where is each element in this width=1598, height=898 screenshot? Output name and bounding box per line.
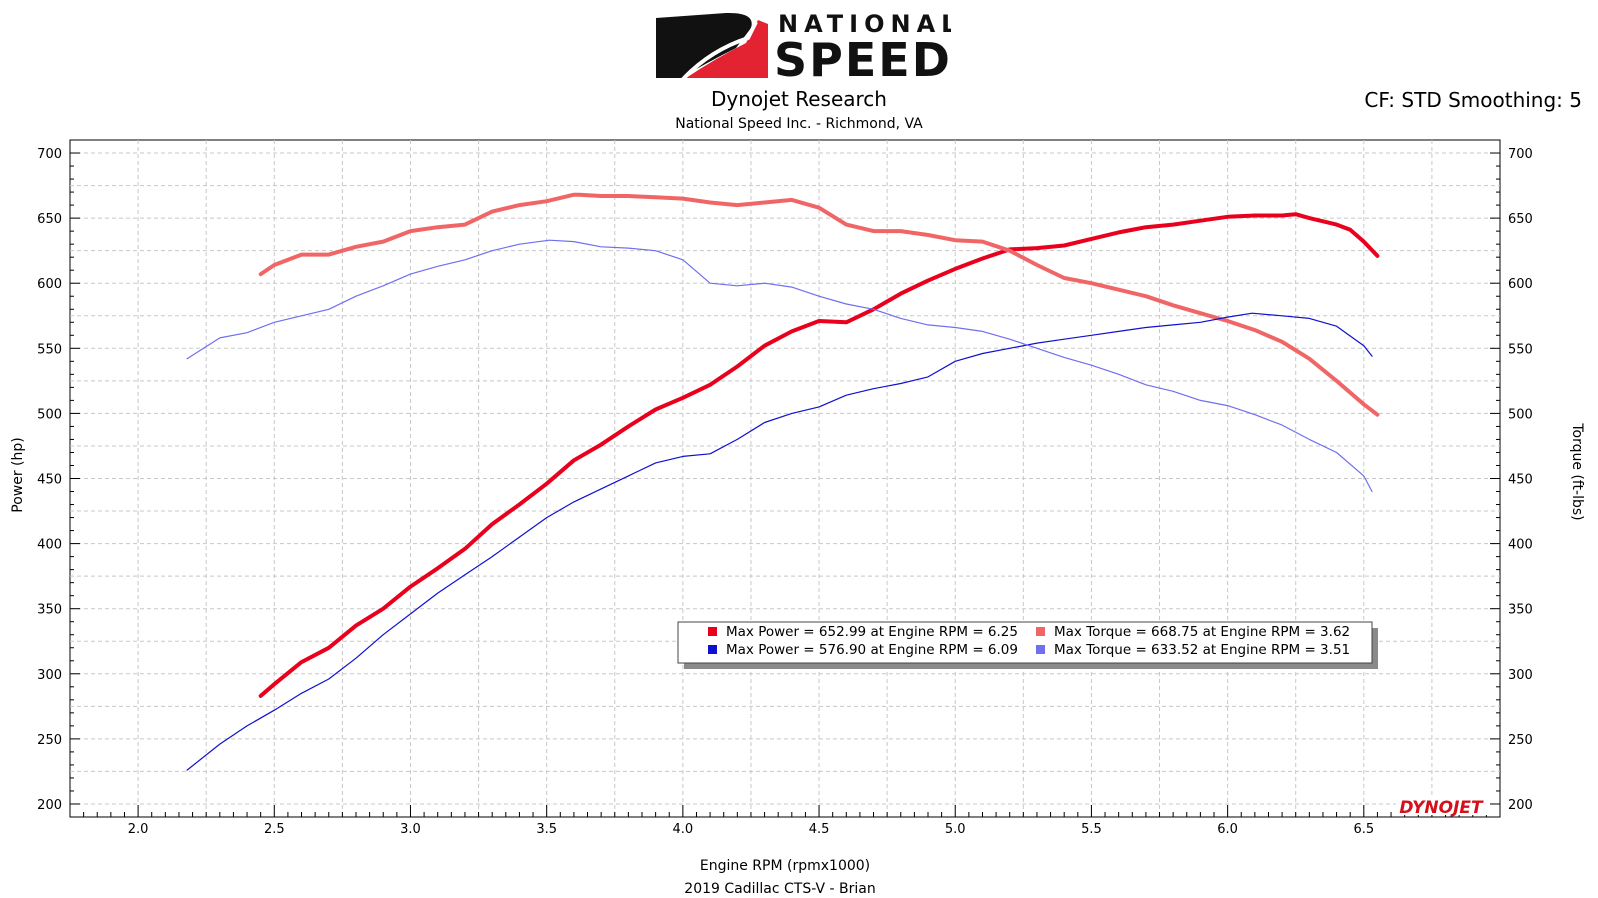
series-line-0 — [258, 212, 1380, 698]
series-lines — [186, 192, 1380, 771]
logo-national-text: NATIONAL — [778, 10, 951, 38]
x-tick-label: 6.0 — [1217, 822, 1238, 837]
x-tick-label: 2.5 — [264, 822, 285, 837]
x-tick-label: 6.5 — [1353, 822, 1374, 837]
y-axis-right: 200 250 300 350 400 450 500 550 600 650 700 — [1490, 147, 1533, 813]
legend-text-1: Max Torque = 668.75 at Engine RPM = 3.62 — [1054, 624, 1350, 640]
legend-swatch-3 — [1036, 645, 1045, 654]
dynojet-watermark: DYNOJET — [1396, 797, 1488, 818]
x-tick-label: 2.0 — [128, 822, 149, 837]
legend-swatch-2 — [708, 645, 717, 654]
x-tick-label: 5.0 — [945, 822, 966, 837]
y-tick-label: 700 — [37, 147, 62, 162]
x-tick-label: 3.5 — [536, 822, 557, 837]
y2-tick-label: 700 — [1508, 147, 1533, 162]
dynojet-watermark-text: DYNOJET — [1399, 798, 1484, 818]
x-tick-label: 4.0 — [673, 822, 694, 837]
logo-emblem-black — [656, 12, 752, 78]
y-tick-label: 200 — [37, 798, 62, 813]
x-tick-label: 5.5 — [1081, 822, 1102, 837]
series-line-1 — [258, 192, 1380, 417]
y-tick-label: 600 — [37, 277, 62, 292]
legend-swatch-1 — [1036, 627, 1045, 636]
x-axis: 2.0 2.5 3.0 3.5 4.0 4.5 5.0 5.5 6.0 6.5 — [83, 805, 1487, 837]
y-tick-label: 400 — [37, 538, 62, 553]
vehicle-label: 2019 Cadillac CTS-V - Brian — [684, 881, 875, 897]
y-tick-label: 650 — [37, 212, 62, 227]
y2-tick-label: 200 — [1508, 798, 1533, 813]
y2-axis-label: Torque (ft-lbs) — [1569, 422, 1585, 520]
y-tick-label: 550 — [37, 342, 62, 357]
y-tick-label: 300 — [37, 668, 62, 683]
y2-tick-label: 300 — [1508, 668, 1533, 683]
y-tick-label: 500 — [37, 407, 62, 422]
chart-title: Dynojet Research — [711, 87, 887, 111]
y2-tick-label: 550 — [1508, 342, 1533, 357]
x-tick-label: 4.5 — [809, 822, 830, 837]
chart-subtitle: National Speed Inc. - Richmond, VA — [675, 116, 923, 132]
national-speed-logo: NATIONAL SPEED — [656, 10, 951, 82]
logo-emblem-red — [686, 20, 768, 78]
y2-tick-label: 650 — [1508, 212, 1533, 227]
y2-tick-label: 500 — [1508, 407, 1533, 422]
y2-tick-label: 350 — [1508, 603, 1533, 618]
y-tick-label: 450 — [37, 473, 62, 488]
y-tick-label: 350 — [37, 603, 62, 618]
legend-text-0: Max Power = 652.99 at Engine RPM = 6.25 — [726, 624, 1018, 640]
y-axis-label: Power (hp) — [10, 437, 26, 512]
legend-swatch-0 — [708, 627, 717, 636]
logo-emblem-swoosh — [682, 21, 758, 80]
logo-speed-text: SPEED — [774, 33, 951, 82]
y2-tick-label: 250 — [1508, 733, 1533, 748]
y2-tick-label: 600 — [1508, 277, 1533, 292]
x-axis-label: Engine RPM (rpmx1000) — [700, 858, 870, 874]
series-line-2 — [186, 312, 1373, 771]
correction-factor-label: CF: STD Smoothing: 5 — [1364, 88, 1582, 112]
legend-text-2: Max Power = 576.90 at Engine RPM = 6.09 — [726, 642, 1018, 658]
y2-tick-label: 450 — [1508, 473, 1533, 488]
y-axis-left: 200 250 300 350 400 450 500 550 600 650 700 — [37, 147, 80, 813]
grid-lines — [70, 140, 1500, 817]
series-line-3 — [186, 239, 1373, 493]
y-tick-label: 250 — [37, 733, 62, 748]
legend-text-3: Max Torque = 633.52 at Engine RPM = 3.51 — [1054, 642, 1350, 658]
legend-box: Max Power = 652.99 at Engine RPM = 6.25 … — [677, 621, 1378, 669]
y2-tick-label: 400 — [1508, 538, 1533, 553]
x-tick-label: 3.0 — [400, 822, 421, 837]
